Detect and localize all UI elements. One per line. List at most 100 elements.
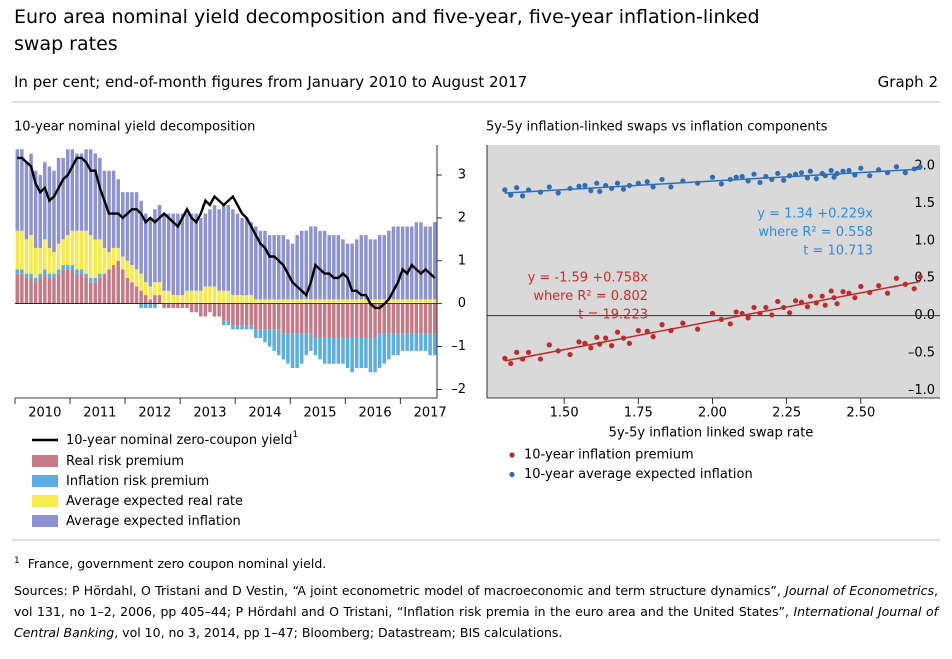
scatter-point — [567, 185, 573, 192]
bar-segment — [295, 299, 299, 304]
bar-segment — [396, 226, 400, 300]
bar-segment — [400, 299, 405, 304]
bar-segment — [194, 290, 198, 304]
bar-segment — [299, 303, 304, 334]
bar-segment — [405, 303, 409, 334]
scatter-point — [733, 309, 739, 315]
scatter-point — [781, 177, 787, 183]
bar-segment — [134, 192, 139, 270]
legend-text: Inflation risk premium — [66, 474, 209, 489]
bar-segment — [267, 299, 272, 304]
bar-segment — [143, 295, 148, 304]
scatter-point — [840, 289, 846, 295]
bar-segment — [410, 333, 414, 351]
bar-segment — [15, 149, 20, 231]
bar-segment — [52, 252, 56, 274]
scatter-point — [739, 173, 745, 180]
bar-segment — [277, 303, 281, 330]
y-tick-label: –0.5 — [908, 346, 935, 361]
source-part: Journal of Econometrics — [785, 583, 935, 598]
bar-segment — [102, 170, 107, 248]
bar-segment — [84, 273, 88, 278]
scatter-point — [576, 183, 582, 189]
bar-segment — [66, 149, 70, 236]
bar-segment — [153, 282, 157, 296]
bar-segment — [199, 290, 203, 304]
bar-segment — [295, 235, 299, 300]
bar-segment — [226, 205, 231, 291]
bar-segment — [382, 299, 386, 304]
x-axis-label: 5y-5y inflation linked swap rate — [609, 426, 814, 441]
bar-segment — [33, 247, 38, 278]
bar-segment — [377, 299, 382, 304]
bar-segment — [61, 265, 65, 270]
bar-segment — [102, 273, 107, 304]
bar-segment — [249, 295, 253, 304]
bar-segment — [93, 277, 98, 283]
bar-segment — [52, 273, 56, 278]
scatter-point — [831, 295, 837, 301]
scatter-point — [650, 334, 656, 340]
legend-label: Inflation risk premium — [66, 474, 209, 489]
bar-segment — [130, 282, 134, 304]
bar-segment — [345, 299, 350, 304]
bar-segment — [414, 333, 419, 351]
scatter-point — [594, 180, 600, 186]
bar-segment — [391, 299, 396, 304]
bar-segment — [180, 295, 185, 304]
bar-segment — [377, 303, 382, 334]
bar-segment — [231, 295, 235, 304]
bar-segment — [212, 303, 217, 317]
scatter-point — [884, 290, 891, 296]
bar-segment — [221, 205, 226, 291]
scatter-point — [739, 310, 745, 317]
bar-segment — [332, 235, 336, 300]
scatter-point — [763, 304, 769, 311]
bar-segment — [391, 333, 396, 356]
y-tick-label: 1 — [458, 253, 466, 268]
bar-segment — [387, 303, 391, 334]
bar-segment — [153, 209, 157, 283]
scatter-point — [751, 304, 757, 311]
bar-segment — [221, 303, 226, 321]
bar-segment — [166, 290, 171, 304]
bar-segment — [79, 230, 84, 270]
bar-segment — [313, 337, 318, 356]
bar-segment — [405, 299, 409, 304]
scatter-point — [781, 304, 787, 311]
bar-segment — [56, 273, 61, 304]
y-tick-label: –1.0 — [908, 383, 935, 398]
bar-segment — [226, 320, 231, 326]
bar-segment — [75, 273, 79, 304]
scatter-point — [787, 310, 793, 316]
x-tick-label: 2017 — [414, 406, 447, 421]
bar-segment — [341, 239, 345, 300]
bar-segment — [281, 303, 286, 334]
bar-segment — [396, 333, 400, 356]
bar-segment — [70, 149, 75, 231]
scatter-point — [614, 180, 621, 186]
bar-segment — [98, 277, 102, 304]
bar-segment — [70, 269, 75, 304]
scatter-point — [525, 349, 532, 355]
bar-segment — [29, 153, 33, 236]
bar-segment — [189, 303, 194, 313]
bar-segment — [304, 303, 309, 334]
scatter-point — [609, 343, 615, 349]
bar-segment — [93, 239, 98, 278]
bar-segment — [313, 226, 318, 300]
bar-segment — [354, 337, 359, 368]
scatter-point — [520, 193, 526, 199]
x-tick-label: 2014 — [248, 406, 281, 421]
bar-segment — [125, 277, 130, 304]
bar-segment — [299, 333, 304, 364]
bar-segment — [263, 329, 267, 343]
yield-line — [17, 156, 436, 310]
bar-segment — [267, 235, 272, 300]
bar-segment — [93, 153, 98, 240]
scatter-point — [588, 345, 594, 351]
bar-segment — [281, 333, 286, 360]
bar-segment — [318, 303, 322, 338]
bar-segment — [24, 273, 29, 278]
scatter-point — [902, 170, 908, 176]
